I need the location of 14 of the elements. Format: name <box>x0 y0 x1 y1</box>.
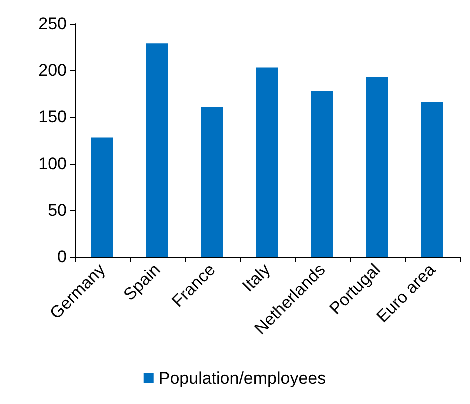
y-tick-label: 150 <box>38 108 67 127</box>
y-tick-label: 200 <box>38 61 67 80</box>
y-tick-label: 0 <box>58 248 67 266</box>
y-tick-label: 250 <box>38 14 67 34</box>
bar <box>422 102 444 257</box>
bar <box>146 44 168 257</box>
bar <box>366 77 388 257</box>
legend-label: Population/employees <box>158 369 326 388</box>
bar <box>92 138 114 257</box>
bar <box>312 91 334 257</box>
y-tick-label: 50 <box>48 200 67 220</box>
y-tick-label: 100 <box>38 154 67 174</box>
bar <box>202 106 224 257</box>
bar <box>256 68 278 257</box>
